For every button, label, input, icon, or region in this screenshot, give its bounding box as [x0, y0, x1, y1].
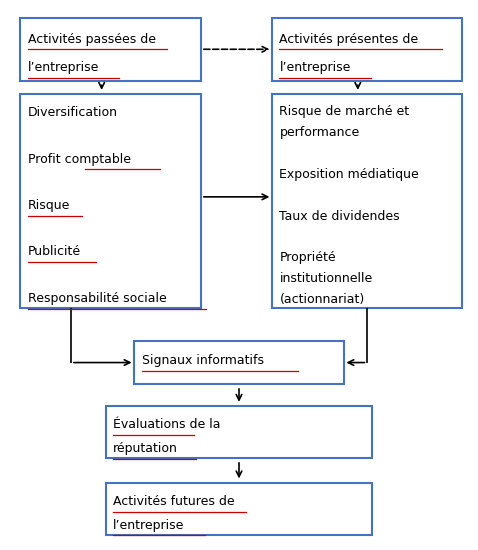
Text: performance: performance: [280, 126, 359, 139]
Text: l’entreprise: l’entreprise: [113, 519, 185, 531]
Text: Responsabilité sociale: Responsabilité sociale: [28, 292, 166, 305]
Text: Activités futures de: Activités futures de: [113, 495, 235, 508]
FancyBboxPatch shape: [106, 483, 372, 535]
Text: l’entreprise: l’entreprise: [280, 61, 351, 74]
Text: Risque: Risque: [28, 199, 70, 212]
Text: Risque de marché et: Risque de marché et: [280, 105, 410, 118]
Text: réputation: réputation: [113, 442, 178, 455]
Text: Exposition médiatique: Exposition médiatique: [280, 168, 419, 180]
FancyBboxPatch shape: [106, 406, 372, 458]
Text: Signaux informatifs: Signaux informatifs: [141, 354, 263, 367]
Text: Activités présentes de: Activités présentes de: [280, 32, 419, 46]
FancyBboxPatch shape: [272, 18, 462, 81]
Text: Activités passées de: Activités passées de: [28, 32, 155, 46]
FancyBboxPatch shape: [272, 95, 462, 308]
Text: Taux de dividendes: Taux de dividendes: [280, 210, 400, 223]
Text: Publicité: Publicité: [28, 245, 81, 258]
Text: Profit comptable: Profit comptable: [28, 152, 130, 166]
Text: Propriété: Propriété: [280, 251, 336, 265]
FancyBboxPatch shape: [21, 95, 201, 308]
Text: l’entreprise: l’entreprise: [28, 61, 99, 74]
FancyBboxPatch shape: [21, 18, 201, 81]
FancyBboxPatch shape: [134, 340, 344, 384]
Text: Diversification: Diversification: [28, 106, 118, 119]
Text: institutionnelle: institutionnelle: [280, 272, 373, 285]
Text: (actionnariat): (actionnariat): [280, 293, 365, 306]
Text: Évaluations de la: Évaluations de la: [113, 419, 220, 431]
